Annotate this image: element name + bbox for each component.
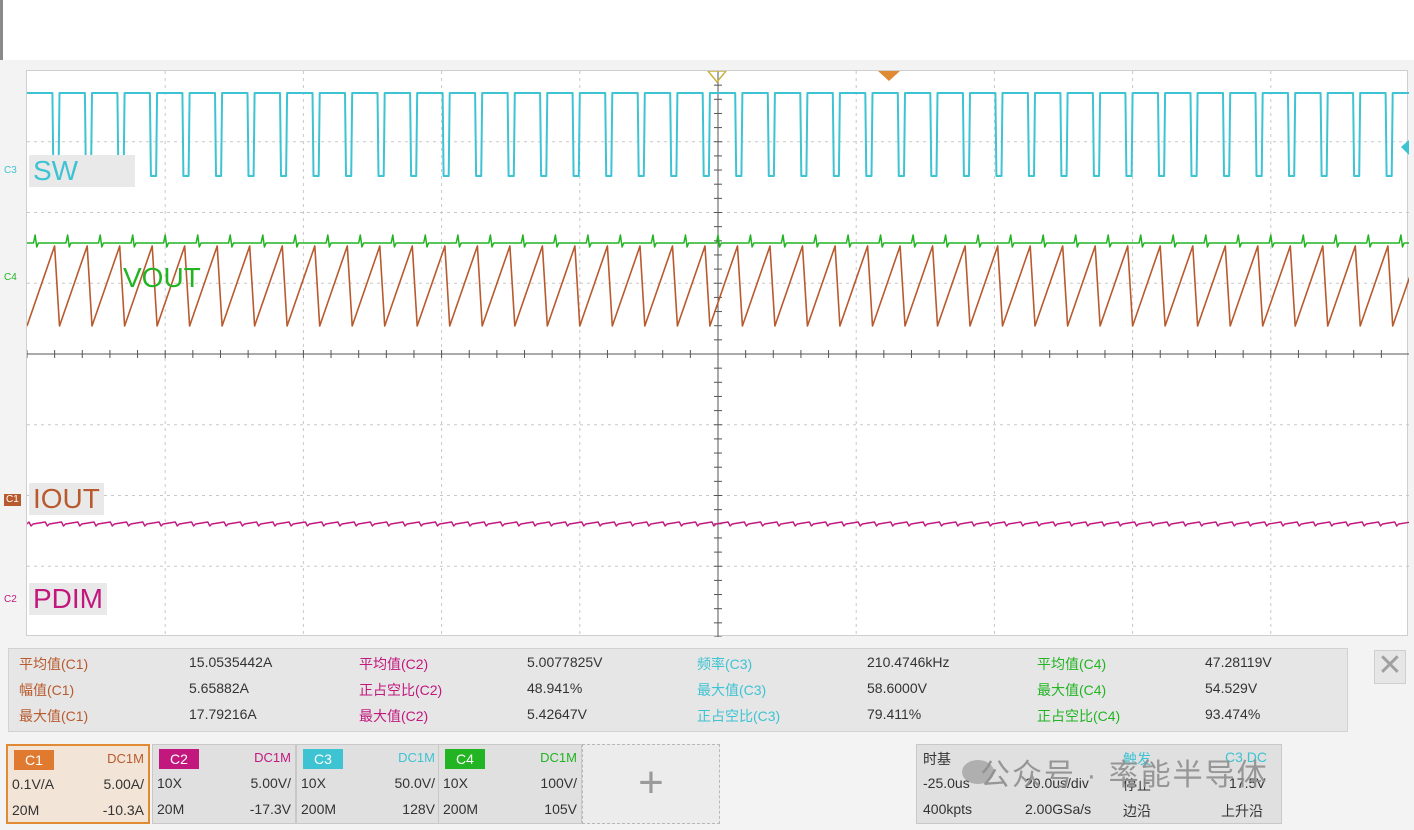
channel-tag: C3 — [303, 749, 343, 769]
channel-scale: 100V/ — [540, 775, 577, 791]
measurement-value: 54.529V — [1205, 680, 1258, 696]
c4-offset-marker[interactable]: C4 — [4, 272, 17, 283]
vout-trace-label: VOUT — [123, 262, 201, 293]
c3-trigger-level-marker[interactable] — [1401, 140, 1409, 155]
trigger-title: 触发 — [1123, 751, 1151, 767]
channel-c4-box[interactable]: C4 DC1M 10X 100V/200M 105V — [438, 744, 582, 824]
c2-offset-marker[interactable]: C2 — [4, 594, 17, 605]
measurement-value: 47.28119V — [1205, 654, 1272, 670]
waveform-display[interactable]: SW VOUT IOUT PDIM — [26, 70, 1409, 637]
trigger-type: 边沿 — [1123, 803, 1151, 819]
channel-probe: 0.1V/A — [12, 776, 55, 792]
iout-trace-label: IOUT — [29, 483, 104, 515]
waveform-canvas — [27, 71, 1409, 637]
measurement-label: 最大值(C4) — [1037, 682, 1107, 698]
channel-probe: 10X — [157, 775, 182, 791]
measurement-label: 频率(C3) — [697, 656, 753, 672]
measurement-label: 最大值(C1) — [19, 708, 89, 724]
sw-waveform — [27, 92, 1409, 177]
channel-scale: 5.00V/ — [250, 775, 291, 791]
channel-offset: -10.3A — [102, 802, 144, 818]
measurement-value: 5.42647V — [527, 706, 587, 722]
measurement-value: 58.6000V — [867, 680, 927, 696]
measurement-value: 210.4746kHz — [867, 654, 950, 670]
measurement-value: 48.941% — [527, 680, 583, 696]
channel-offset: -17.3V — [249, 801, 291, 817]
pdim-trace-label: PDIM — [29, 583, 107, 615]
add-channel-button[interactable]: + — [582, 744, 720, 824]
measurement-label: 平均值(C4) — [1037, 656, 1107, 672]
acquisition-state: 停止 — [1123, 777, 1151, 793]
channel-c3-box[interactable]: C3 DC1M 10X 50.0V/200M 128V — [296, 744, 440, 824]
channel-probe: 10X — [301, 775, 326, 791]
channel-bandwidth: 200M — [443, 801, 479, 817]
trigger-delay-marker[interactable] — [878, 71, 900, 81]
channel-coupling: DC1M — [398, 750, 435, 765]
measurement-value: 93.474% — [1205, 706, 1261, 722]
measurement-label: 正占空比(C3) — [697, 708, 781, 724]
sw-trace-label: SW — [29, 155, 135, 187]
trigger-source: C3 DC — [1225, 749, 1268, 765]
measurement-label: 最大值(C2) — [359, 708, 429, 724]
channel-coupling: DC1M — [540, 750, 577, 765]
channel-probe: 10X — [443, 775, 468, 791]
timebase-scale: 20.0us/div — [1025, 775, 1089, 791]
channel-scale: 50.0V/ — [394, 775, 435, 791]
channel-scale: 5.00A/ — [103, 776, 144, 792]
channel-offset: 128V — [402, 801, 435, 817]
measurement-value: 17.79216A — [189, 706, 257, 722]
channel-c2-box[interactable]: C2 DC1M 10X 5.00V/20M -17.3V — [152, 744, 296, 824]
measurement-value: 15.0535442A — [189, 654, 273, 670]
measurement-label: 最大值(C3) — [697, 682, 767, 698]
channel-coupling: DC1M — [254, 750, 291, 765]
wechat-icon — [962, 760, 994, 784]
measurement-label: 平均值(C1) — [19, 656, 89, 672]
measurement-panel: 平均值(C1) 15.0535442A 平均值(C2) 5.0077825V 频率(C3… — [8, 648, 1348, 732]
measurement-value: 5.65882A — [189, 680, 249, 696]
top-blank-area — [0, 0, 1414, 60]
watermark-text: 公众号 · 率能半导体 — [980, 759, 1269, 792]
channel-c1-box[interactable]: C1 DC1M 0.1V/A 5.00A/20M -10.3A — [6, 744, 150, 824]
sample-rate: 2.00GSa/s — [1025, 801, 1092, 817]
measurement-label: 幅值(C1) — [19, 682, 75, 698]
channel-bandwidth: 200M — [301, 801, 337, 817]
c3-offset-marker[interactable]: C3 — [4, 165, 17, 176]
vout-waveform — [27, 234, 1409, 248]
channel-tag: C2 — [159, 749, 199, 769]
trigger-position-marker[interactable] — [707, 71, 727, 84]
measurement-label: 平均值(C2) — [359, 656, 429, 672]
channel-bandwidth: 20M — [157, 801, 185, 817]
measurement-value: 79.411% — [867, 706, 922, 722]
channel-bandwidth: 20M — [12, 802, 40, 818]
trigger-slope: 上升沿 — [1221, 803, 1263, 819]
channel-tag: C4 — [445, 749, 485, 769]
measurement-label: 正占空比(C2) — [359, 682, 443, 698]
channel-coupling: DC1M — [107, 751, 144, 766]
timebase-position: -25.0us — [923, 775, 970, 791]
channel-tag: C1 — [14, 750, 54, 770]
pdim-waveform — [27, 521, 1409, 527]
timebase-trigger-panel[interactable]: 时基 -25.0us 20.0us/div 400kpts 2.00GSa/s … — [916, 744, 1282, 824]
close-measurements-button[interactable]: ✕ — [1374, 650, 1406, 684]
iout-waveform — [27, 245, 1409, 327]
timebase-title: 时基 — [923, 751, 951, 767]
measurement-label: 正占空比(C4) — [1037, 708, 1121, 724]
traces — [27, 92, 1409, 527]
memory-depth: 400kpts — [923, 801, 973, 817]
graticule — [27, 71, 1409, 637]
channel-offset: 105V — [544, 801, 577, 817]
trigger-level: 17.5V — [1229, 775, 1266, 791]
c1-offset-marker[interactable]: C1 — [4, 494, 21, 506]
measurement-value: 5.0077825V — [527, 654, 603, 670]
